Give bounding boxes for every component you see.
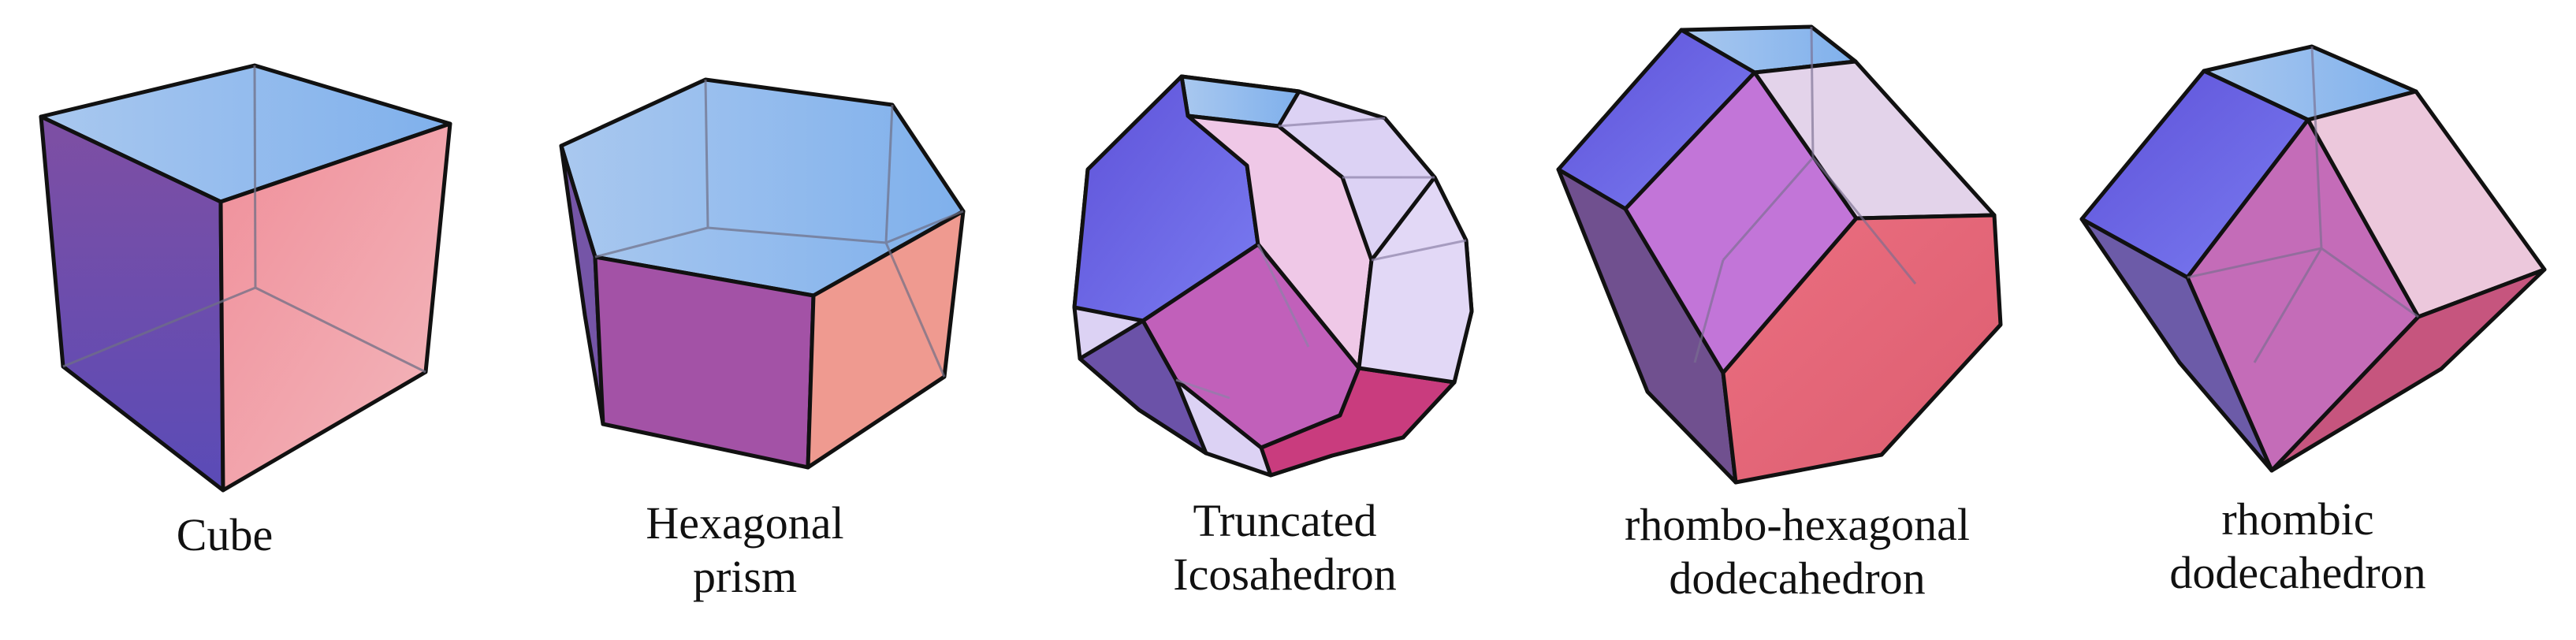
caption-rhombo-hexagonal-dodecahedron: rhombo-hexagonal dodecahedron — [1588, 498, 2006, 605]
caption-truncated-icosahedron-line-1: Truncated — [1193, 495, 1377, 546]
caption-rhombo-hexagonal-dodecahedron-line-1: rhombo-hexagonal — [1624, 499, 1971, 550]
rd-lower-right-face — [2269, 267, 2547, 473]
rhd-right-lower-face — [1721, 213, 2003, 485]
caption-cube-line-1: Cube — [176, 509, 274, 560]
cube-shape — [39, 63, 452, 493]
caption-cube: Cube — [150, 508, 300, 562]
caption-truncated-icosahedron-line-2: Icosahedron — [1173, 549, 1397, 600]
caption-rhombic-dodecahedron-line-1: rhombic — [2221, 493, 2374, 545]
caption-rhombic-dodecahedron: rhombic dodecahedron — [2156, 493, 2440, 600]
caption-truncated-icosahedron: Truncated Icosahedron — [1135, 494, 1435, 601]
caption-hexagonal-prism-line-2: prism — [692, 551, 798, 602]
caption-hexagonal-prism-line-1: Hexagonal — [646, 497, 844, 549]
rhombic-dodecahedron-shape — [2079, 44, 2547, 473]
rhombo-hexagonal-dodecahedron-shape — [1556, 24, 2003, 485]
ti-red-face — [1259, 366, 1457, 478]
hexagonal-prism-shape — [559, 77, 966, 470]
ti-lower-left-face — [1078, 318, 1208, 456]
caption-rhombic-dodecahedron-line-2: dodecahedron — [2169, 547, 2426, 598]
caption-rhombo-hexagonal-dodecahedron-line-2: dodecahedron — [1669, 553, 1926, 604]
prism-front-face — [593, 255, 816, 470]
caption-hexagonal-prism: Hexagonal prism — [615, 497, 875, 604]
truncated-icosahedron-shape — [1072, 74, 1474, 478]
